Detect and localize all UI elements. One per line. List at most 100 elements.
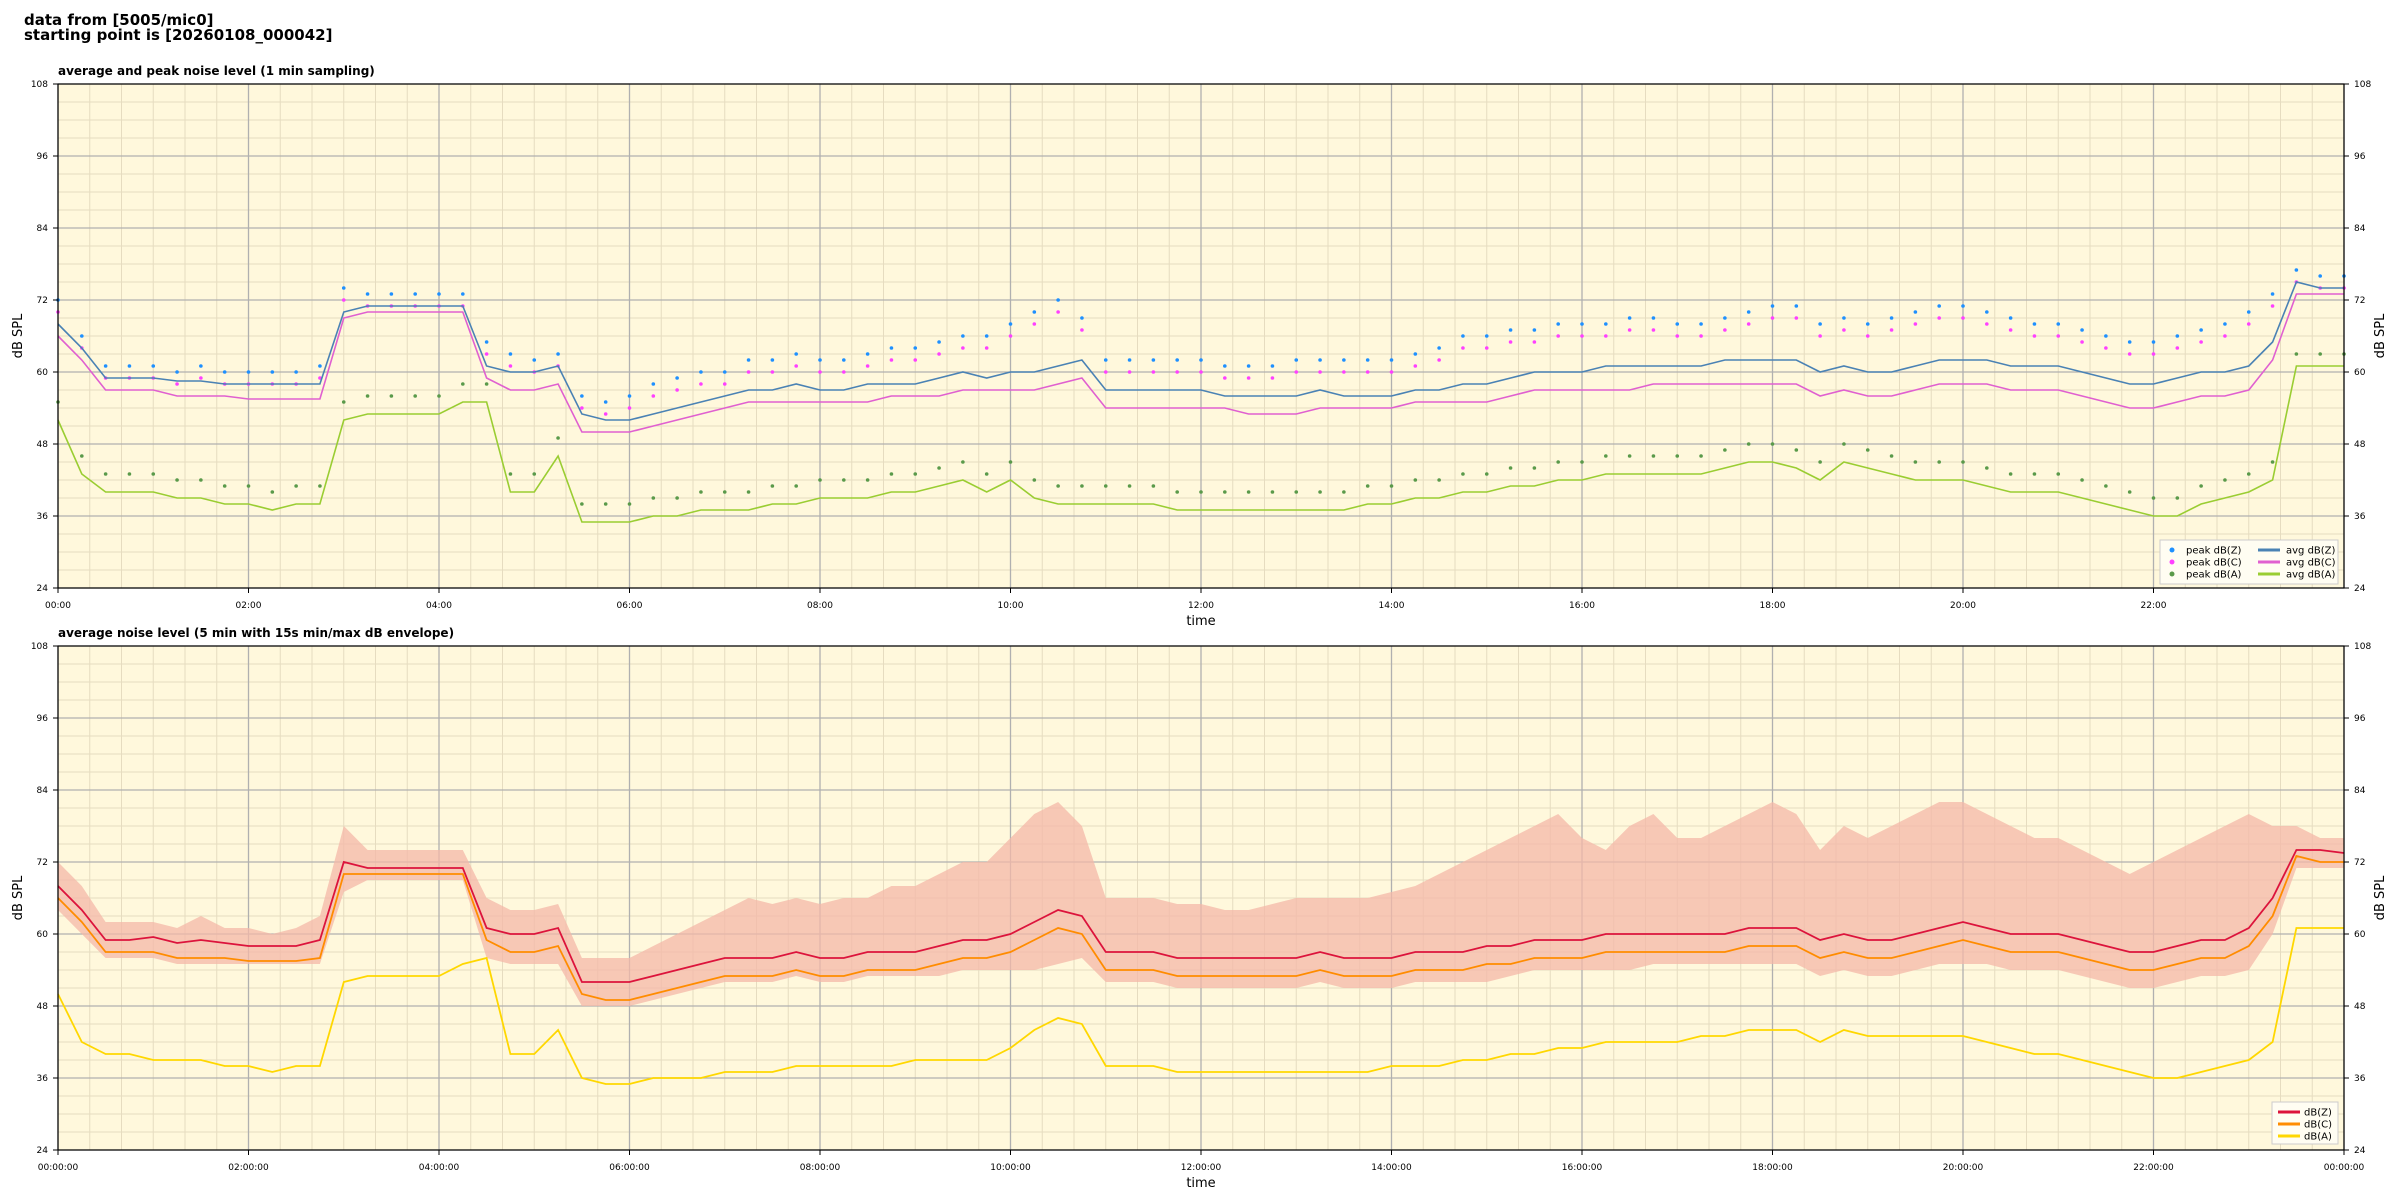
peak-point [1056, 484, 1060, 488]
peak-point [1913, 460, 1918, 464]
y-axis-label-right: dB SPL [2373, 313, 2388, 358]
y-tick-label-left: 48 [37, 1002, 49, 1012]
peak-point [1103, 484, 1108, 488]
peak-point [1627, 316, 1632, 320]
peak-point [2104, 484, 2108, 488]
peak-point [1794, 448, 1799, 452]
peak-point [1151, 370, 1156, 374]
y-tick-label-right: 96 [2354, 714, 2366, 724]
peak-point [1889, 316, 1894, 320]
peak-point [1770, 316, 1775, 320]
legend-label: peak dB(C) [2186, 558, 2242, 569]
peak-point [508, 472, 513, 476]
x-tick-label: 00:00:00 [2324, 1163, 2365, 1173]
peak-point [2199, 484, 2203, 488]
peak-point [341, 400, 346, 404]
peak-point [1556, 460, 1560, 464]
y-tick-label-right: 72 [2354, 296, 2365, 306]
peak-point [1175, 358, 1179, 362]
peak-point [1294, 490, 1299, 494]
peak-point [1842, 316, 1846, 320]
peak-point [627, 406, 632, 410]
peak-point [1794, 304, 1799, 308]
legend-label: avg dB(Z) [2286, 546, 2336, 557]
peak-point [1865, 448, 1870, 452]
peak-point [961, 346, 965, 350]
peak-point [1389, 370, 1394, 374]
y-tick-label-left: 84 [37, 224, 49, 234]
peak-point [1461, 334, 1465, 338]
x-tick-label: 02:00:00 [228, 1163, 269, 1173]
peak-point [1032, 322, 1037, 326]
peak-point [1246, 376, 1251, 380]
peak-point [1342, 490, 1346, 494]
peak-point [1127, 484, 1132, 488]
peak-point [2032, 472, 2037, 476]
peak-point [413, 394, 417, 398]
peak-point [103, 364, 108, 368]
peak-point [1580, 334, 1584, 338]
peak-point [865, 478, 870, 482]
peak-point [199, 364, 203, 368]
legend: dB(Z)dB(C)dB(A) [2271, 1101, 2339, 1145]
peak-point [1127, 370, 1132, 374]
peak-point [1270, 364, 1275, 368]
peak-point [1175, 490, 1179, 494]
legend-label: dB(A) [2304, 1132, 2332, 1143]
peak-point [1318, 358, 1322, 362]
peak-point [1961, 460, 1965, 464]
peak-point [222, 370, 227, 374]
peak-point [2175, 334, 2180, 338]
peak-point [1199, 358, 1203, 362]
peak-point [437, 394, 441, 398]
peak-point [1103, 358, 1108, 362]
x-tick-label: 04:00:00 [419, 1163, 460, 1173]
peak-point [1604, 334, 1608, 338]
peak-point [1223, 364, 1227, 368]
y-tick-label-left: 24 [37, 1146, 49, 1156]
y-tick-label-left: 84 [37, 786, 49, 796]
peak-point [1437, 358, 1441, 362]
peak-point [2056, 472, 2061, 476]
y-tick-label-right: 24 [2354, 1146, 2366, 1156]
peak-point [1675, 454, 1680, 458]
peak-point [365, 292, 370, 296]
peak-point [603, 502, 608, 506]
peak-point [2080, 340, 2084, 344]
peak-point [1604, 322, 1608, 326]
panel-1: 24 24 36 36 48 48 60 60 72 72 84 84 96 96 108 108 00:00 0… [11, 64, 2388, 629]
peak-point [1151, 358, 1156, 362]
peak-point [2223, 478, 2227, 482]
peak-point [2056, 334, 2061, 338]
x-tick-label: 18:00 [1760, 601, 1786, 611]
peak-point [1508, 466, 1513, 470]
peak-point [484, 352, 489, 356]
peak-point [1365, 358, 1370, 362]
peak-point [961, 460, 965, 464]
legend-label: avg dB(A) [2286, 570, 2336, 581]
peak-point [818, 358, 822, 362]
x-tick-label: 14:00 [1379, 601, 1405, 611]
peak-point [961, 334, 965, 338]
peak-point [2032, 322, 2037, 326]
peak-point [1770, 442, 1775, 446]
peak-point [699, 370, 703, 374]
peak-point [1580, 460, 1584, 464]
x-tick-label: 00:00 [45, 601, 71, 611]
x-tick-label: 08:00 [807, 601, 833, 611]
peak-point [1175, 370, 1179, 374]
y-tick-label-left: 108 [31, 642, 48, 652]
peak-point [1413, 478, 1418, 482]
peak-point [2151, 352, 2156, 356]
peak-point [2127, 352, 2132, 356]
peak-point [913, 358, 918, 362]
y-tick-label-left: 96 [37, 714, 49, 724]
peak-point [1365, 484, 1370, 488]
peak-point [2294, 268, 2299, 272]
peak-point [1127, 358, 1132, 362]
peak-point [984, 472, 989, 476]
series-peak-db-z- [56, 268, 2346, 404]
peak-point [1103, 370, 1108, 374]
y-tick-label-right: 84 [2354, 224, 2366, 234]
